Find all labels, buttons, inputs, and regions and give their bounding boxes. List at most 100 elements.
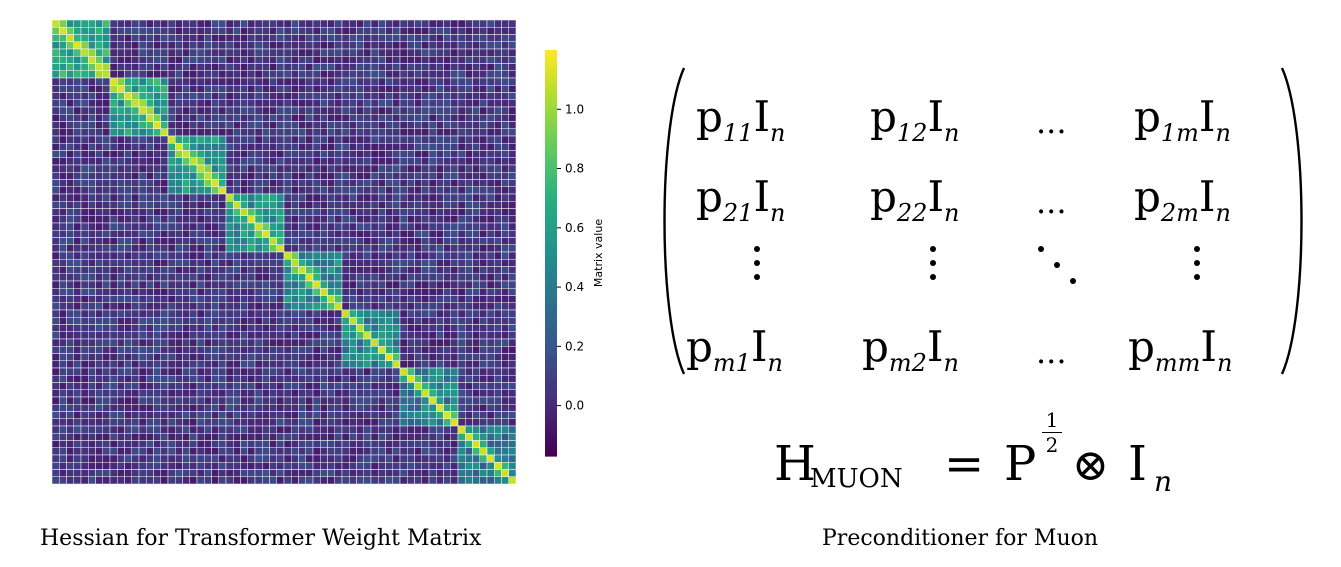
heatmap-cell [51,27,60,35]
heatmap-cell [436,237,444,245]
heatmap-cell [131,222,140,231]
heatmap-cell [392,346,401,354]
heatmap-cell [124,404,132,412]
heatmap-cell [385,288,393,296]
matrix-entry-pm2: pm2In [862,322,959,377]
heatmap-cell [501,317,509,325]
heatmap-cell [138,375,147,383]
heatmap-cell [138,128,147,137]
heatmap-cell [494,353,502,361]
heatmap-cell [291,92,299,100]
heatmap-cell [225,360,234,369]
heatmap-cell [269,389,277,398]
heatmap-cell [472,70,480,79]
heatmap-cell [305,237,314,245]
heatmap-cell [146,215,154,224]
heatmap-cell [109,128,118,137]
heatmap-cell [146,121,154,129]
heatmap-cell [102,389,111,398]
heatmap-cell [131,454,140,463]
heatmap-cell [153,454,161,463]
heatmap-cell [349,179,357,187]
heatmap-cell [508,135,517,144]
heatmap-cell [327,244,335,253]
heatmap-cell [117,150,125,158]
heatmap-cell [218,164,227,173]
heatmap-cell [131,266,140,274]
heatmap-cell [298,63,306,71]
heatmap-cell [218,462,227,470]
heatmap-cell [240,367,248,376]
heatmap-cell [131,99,140,108]
heatmap-cell [240,63,248,71]
heatmap-cell [175,353,183,361]
heatmap-cell [204,331,212,340]
heatmap-cell [399,157,408,166]
heatmap-cell [450,309,459,318]
heatmap-cell [443,411,451,419]
heatmap-cell [262,106,270,115]
heatmap-cell [421,411,430,419]
heatmap-cell [109,222,118,231]
equation-kronecker-icon: ⊗ [1072,440,1109,491]
heatmap-cell [334,150,343,158]
heatmap-cell [370,70,379,79]
heatmap-cell [218,302,227,311]
heatmap-cell [457,382,466,390]
heatmap-cell [167,56,176,64]
colorbar-segment [545,232,557,237]
heatmap-cell [109,63,118,71]
heatmap-cell [204,346,212,354]
heatmap-cell [124,34,132,42]
heatmap-cell [182,302,190,311]
heatmap-cell [414,309,422,318]
heatmap-cell [320,135,328,144]
heatmap-cell [95,99,103,108]
heatmap-cell [73,462,82,470]
heatmap-cell [407,150,415,158]
heatmap-cell [131,360,140,369]
heatmap-cell [334,157,343,166]
heatmap-cell [276,338,285,347]
heatmap-cell [117,433,125,441]
heatmap-cell [312,331,321,340]
heatmap-cell [102,433,111,441]
heatmap-cell [167,135,176,144]
heatmap-cell [334,121,343,129]
heatmap-cell [102,150,111,158]
heatmap-cell [175,99,183,108]
heatmap-cell [196,433,205,441]
heatmap-cell [80,382,89,390]
heatmap-cell [378,295,386,303]
heatmap-cell [305,469,314,477]
heatmap-cell [421,179,430,187]
colorbar-segment [545,286,557,291]
heatmap-cell [196,317,205,325]
heatmap-cell [233,433,241,441]
heatmap-cell [356,128,364,137]
heatmap-cell [428,302,437,311]
heatmap-cell [269,324,277,332]
heatmap-cell [153,106,161,115]
heatmap-cell [117,179,125,187]
heatmap-cell [182,288,190,296]
heatmap-cell [508,41,517,50]
heatmap-cell [117,389,125,398]
heatmap-cell [450,454,459,463]
heatmap-cell [102,454,111,463]
heatmap-cell [327,418,335,427]
heatmap-cell [80,114,89,122]
heatmap-cell [73,302,82,311]
heatmap-cell [196,295,205,303]
heatmap-cell [95,157,103,166]
heatmap-cell [378,77,386,86]
heatmap-cell [59,440,67,448]
heatmap-cell [341,128,350,137]
heatmap-cell [262,114,270,122]
heatmap-cell [131,418,140,427]
heatmap-cell [95,360,103,369]
heatmap-cell [356,469,364,477]
heatmap-cell [443,447,451,456]
heatmap-cell [233,99,241,108]
heatmap-cell [305,19,314,28]
